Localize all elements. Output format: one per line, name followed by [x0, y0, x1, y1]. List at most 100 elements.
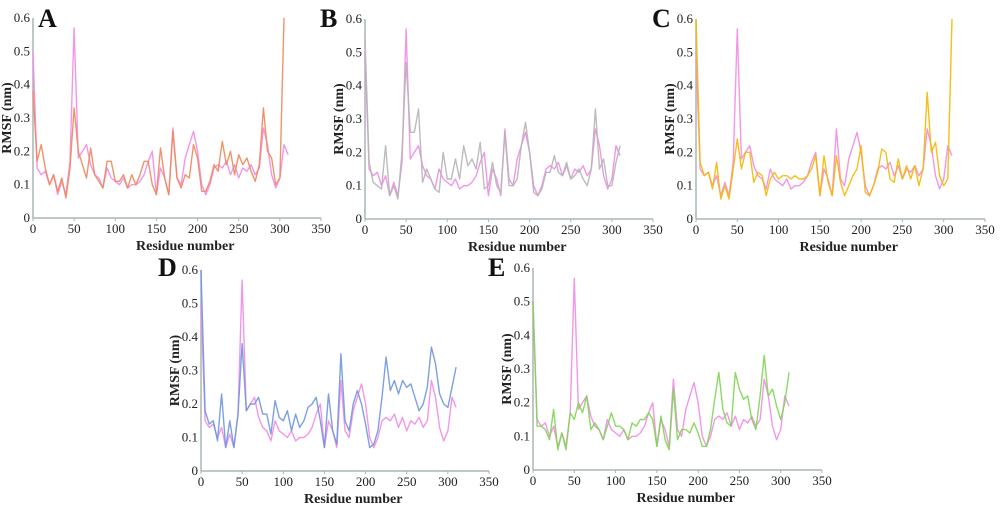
- panel-letter: D: [158, 253, 177, 282]
- y-tick-label: 0: [24, 210, 31, 225]
- y-tick-label: 0.2: [677, 144, 693, 159]
- x-tick-label: 150: [479, 222, 499, 237]
- panel-b: 0 0.1 0.2 0.3 0.4 0.5 0.6 0 50 100 150 200 250 300 350…: [320, 4, 663, 255]
- x-tick-label: 100: [769, 222, 789, 237]
- y-tick-label: 0.3: [14, 110, 30, 125]
- x-tick-label: 300: [602, 222, 622, 237]
- x-tick-label: 0: [362, 222, 369, 237]
- series-line-reference: [200, 279, 457, 449]
- y-tick-label: 0.2: [182, 396, 198, 411]
- y-tick-label: 0.5: [14, 43, 30, 58]
- x-tick-label: 300: [270, 221, 290, 236]
- x-tick-label: 250: [893, 222, 913, 237]
- x-tick-label: 100: [106, 221, 126, 236]
- y-axis-label: RMSF (nm): [500, 333, 515, 405]
- x-tick-label: 250: [561, 222, 581, 237]
- y-tick-label: 0.1: [677, 178, 693, 193]
- y-tick-label: 0.2: [514, 395, 530, 410]
- x-tick-label: 350: [975, 222, 995, 237]
- y-tick-label: 0.5: [514, 294, 530, 309]
- y-tick-label: 0.6: [677, 11, 694, 26]
- x-axis-label: Residue number: [304, 492, 402, 506]
- y-tick-label: 0.2: [14, 143, 30, 158]
- x-tick-label: 150: [647, 473, 667, 488]
- x-tick-label: 300: [934, 222, 954, 237]
- x-tick-label: 250: [730, 473, 750, 488]
- series-line-a: [32, 17, 285, 199]
- y-tick-label: 0.6: [14, 10, 31, 25]
- x-tick-label: 100: [606, 473, 626, 488]
- x-tick-label: 50: [400, 222, 413, 237]
- y-tick-label: 0.6: [346, 11, 363, 26]
- y-tick-label: 0.4: [346, 78, 363, 93]
- x-axis-label: Residue number: [800, 240, 898, 255]
- y-tick-label: 0.5: [182, 296, 198, 311]
- y-tick-label: 0.6: [514, 260, 531, 275]
- x-tick-label: 150: [315, 474, 335, 489]
- series-line-d: [200, 269, 457, 449]
- y-axis-label: RMSF (nm): [168, 334, 183, 406]
- x-tick-label: 350: [479, 474, 499, 489]
- x-tick-label: 250: [229, 221, 249, 236]
- x-tick-label: 100: [274, 474, 294, 489]
- x-tick-label: 350: [812, 473, 832, 488]
- panel-e: 0 0.1 0.2 0.3 0.4 0.5 0.6 0 50 100 150 200 250 300 350…: [488, 253, 832, 506]
- x-axis-label: Residue number: [468, 240, 566, 255]
- x-tick-label: 50: [731, 222, 744, 237]
- panel-a: 0 0.1 0.2 0.3 0.4 0.5 0.6 0 50 100 150 200 250 300 350…: [0, 4, 331, 254]
- series-line-c: [695, 18, 953, 200]
- x-tick-label: 0: [198, 474, 205, 489]
- panel-letter: A: [38, 4, 57, 33]
- x-tick-label: 200: [356, 474, 376, 489]
- x-tick-label: 350: [311, 221, 331, 236]
- x-tick-label: 300: [771, 473, 791, 488]
- series-line-e: [532, 301, 790, 451]
- x-tick-label: 50: [236, 474, 249, 489]
- x-tick-label: 0: [693, 222, 700, 237]
- y-tick-label: 0.1: [182, 430, 198, 445]
- y-tick-label: 0.5: [677, 44, 693, 59]
- y-tick-label: 0.6: [182, 262, 199, 277]
- y-tick-label: 0.3: [346, 111, 362, 126]
- panel-letter: C: [652, 4, 671, 33]
- y-tick-label: 0: [356, 211, 363, 226]
- y-tick-label: 0.5: [346, 44, 362, 59]
- panel-d: 0 0.1 0.2 0.3 0.4 0.5 0.6 0 50 100 150 200 250 300 350…: [158, 253, 499, 506]
- y-tick-label: 0.4: [182, 329, 199, 344]
- y-tick-label: 0.3: [182, 363, 198, 378]
- x-tick-label: 0: [30, 221, 37, 236]
- x-tick-label: 150: [810, 222, 830, 237]
- panel-c: 0 0.1 0.2 0.3 0.4 0.5 0.6 0 50 100 150 200 250 300 350…: [652, 4, 995, 255]
- x-tick-label: 200: [688, 473, 708, 488]
- x-axis-label: Residue number: [637, 491, 735, 506]
- y-axis-label: RMSF (nm): [332, 83, 347, 155]
- y-tick-label: 0.4: [514, 327, 531, 342]
- x-tick-label: 200: [520, 222, 540, 237]
- y-tick-label: 0: [524, 462, 531, 477]
- x-tick-label: 0: [530, 473, 537, 488]
- y-tick-label: 0.1: [346, 178, 362, 193]
- series-line-reference: [32, 27, 289, 196]
- panel-letter: E: [488, 253, 505, 282]
- y-tick-label: 0.2: [346, 144, 362, 159]
- y-tick-label: 0.1: [14, 177, 30, 192]
- series-line-b: [364, 38, 621, 200]
- y-tick-label: 0.3: [677, 111, 693, 126]
- x-tick-label: 250: [397, 474, 417, 489]
- x-tick-label: 150: [147, 221, 167, 236]
- y-tick-label: 0.1: [514, 428, 530, 443]
- x-tick-label: 350: [643, 222, 663, 237]
- y-tick-label: 0.3: [514, 361, 530, 376]
- y-tick-label: 0: [687, 211, 694, 226]
- series-line-reference: [695, 28, 953, 197]
- x-tick-label: 300: [438, 474, 458, 489]
- x-tick-label: 50: [68, 221, 81, 236]
- x-tick-label: 100: [438, 222, 458, 237]
- y-tick-label: 0.4: [14, 77, 31, 92]
- x-tick-label: 200: [851, 222, 871, 237]
- y-tick-label: 0.4: [677, 78, 694, 93]
- y-tick-label: 0: [192, 463, 199, 478]
- x-tick-label: 50: [568, 473, 581, 488]
- x-axis-label: Residue number: [136, 239, 234, 254]
